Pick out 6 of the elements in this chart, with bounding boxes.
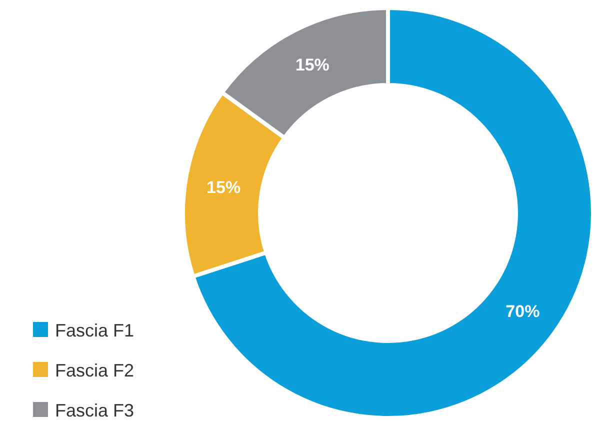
legend-label: Fascia F2 xyxy=(55,360,134,380)
data-label: 15% xyxy=(295,56,330,75)
data-label: 70% xyxy=(506,302,540,321)
legend-label: Fascia F1 xyxy=(55,320,134,340)
data-label: 15% xyxy=(206,178,241,197)
legend-label: Fascia F3 xyxy=(55,400,134,420)
